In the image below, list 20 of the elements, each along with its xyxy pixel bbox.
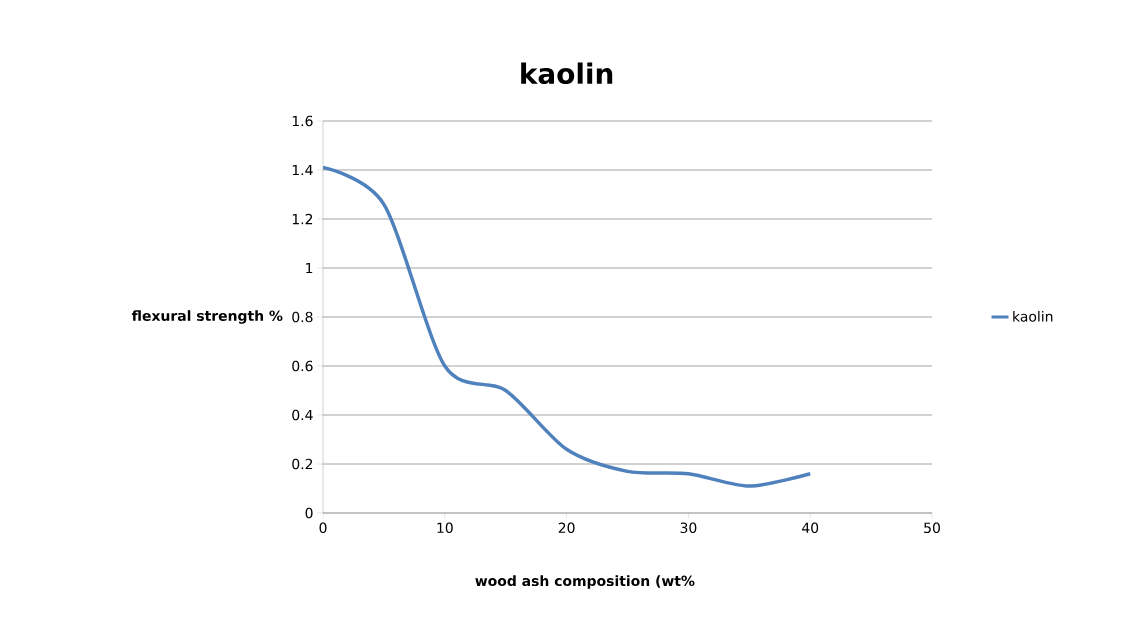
x-axis-title: wood ash composition (wt% bbox=[475, 575, 695, 589]
x-tick-label: 0 bbox=[319, 522, 327, 534]
x-tick-label: 40 bbox=[802, 522, 819, 534]
y-tick-label: 0.2 bbox=[292, 458, 313, 470]
y-tick-label: 0 bbox=[305, 507, 313, 519]
y-tick-label: 1.6 bbox=[292, 115, 313, 127]
y-tick-label: 1 bbox=[306, 262, 313, 274]
x-tick-label: 50 bbox=[924, 522, 940, 534]
y-tick-label: 1.4 bbox=[292, 164, 313, 176]
y-axis-title: flexural strength % bbox=[131, 310, 283, 324]
chart-title: kaolin bbox=[521, 62, 613, 85]
y-tick-label: 0.4 bbox=[292, 409, 313, 421]
y-tick-label: 1.2 bbox=[292, 213, 313, 225]
y-tick-label: 0.8 bbox=[292, 311, 313, 323]
y-tick-label: 0.6 bbox=[292, 360, 313, 372]
legend-label: kaolin bbox=[1013, 310, 1053, 322]
x-tick-label: 10 bbox=[437, 522, 453, 534]
line-series bbox=[323, 165, 812, 488]
x-tick-label: 30 bbox=[680, 522, 697, 534]
x-tick-label: 20 bbox=[558, 522, 575, 534]
